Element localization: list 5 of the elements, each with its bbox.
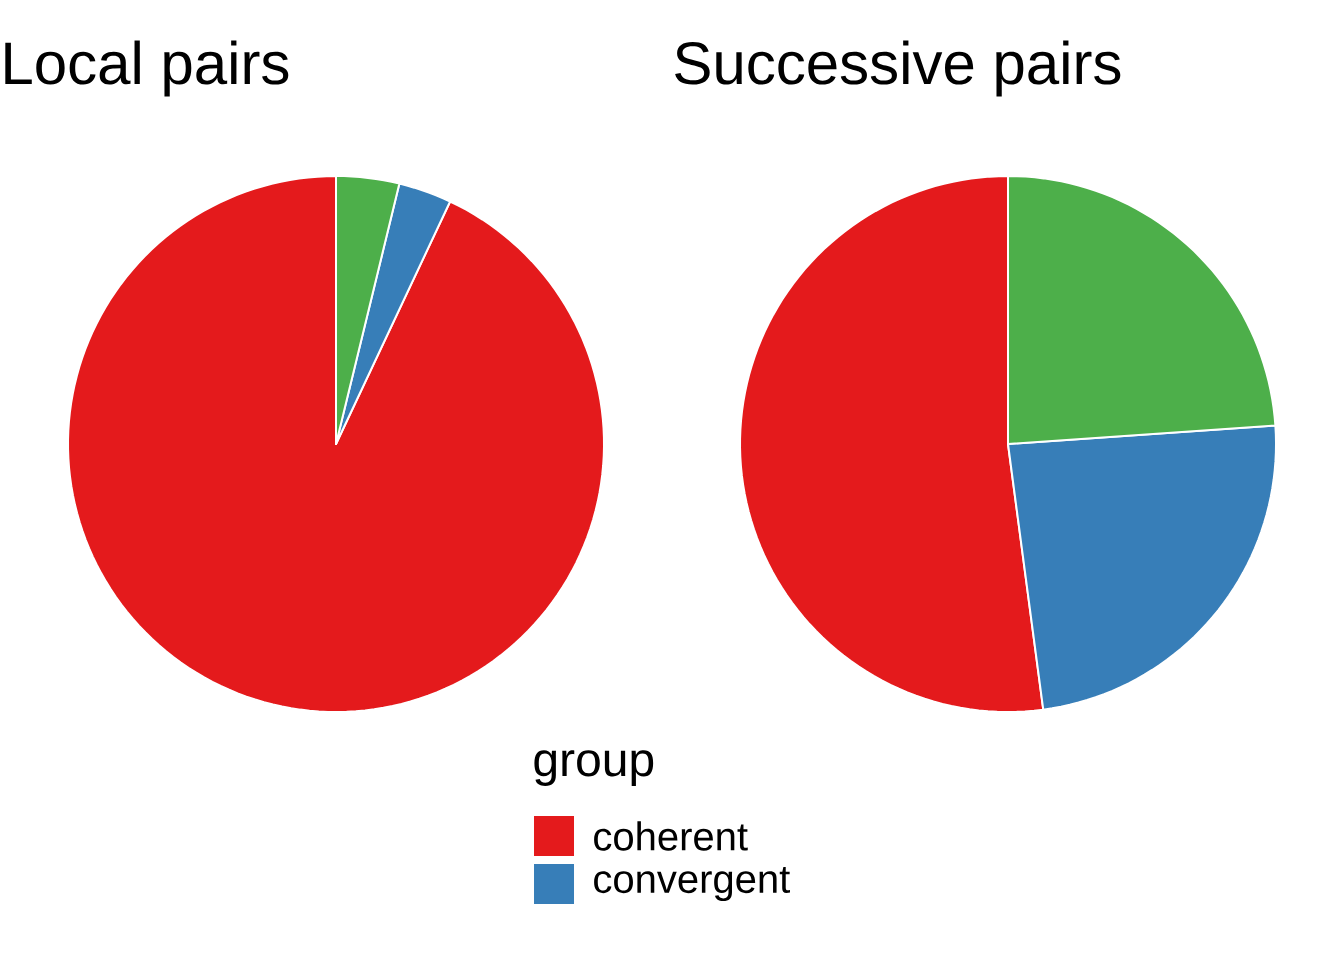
- chart-title: Local pairs: [5, 40, 289, 97]
- chart-title: Successive pairs: [675, 40, 1121, 97]
- legend-label: coherent: [594, 821, 748, 851]
- legend-title: group: [534, 750, 654, 786]
- legend-label: convergent: [594, 866, 790, 902]
